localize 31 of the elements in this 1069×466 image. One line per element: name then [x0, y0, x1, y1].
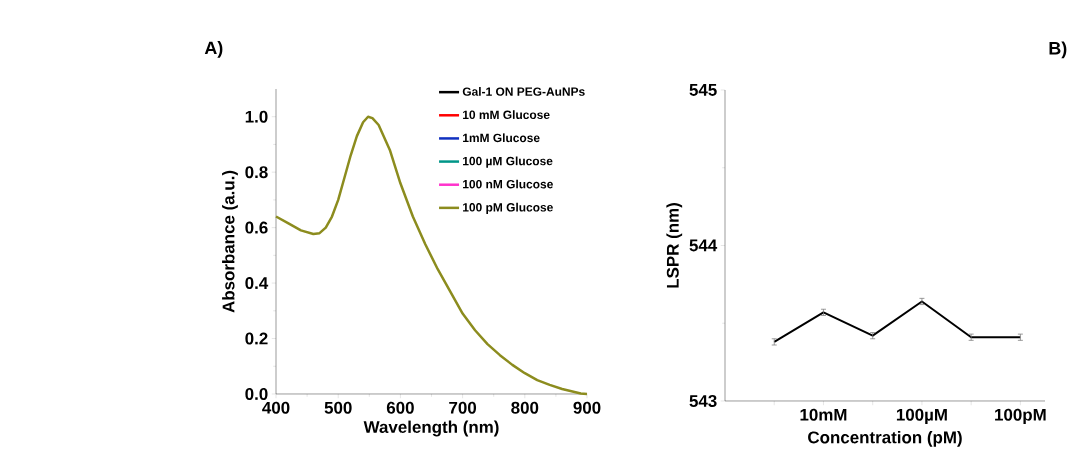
y-tick-label: 0.0 — [245, 387, 268, 400]
y-tick-label: 0.8 — [245, 166, 268, 179]
legend-label: 100 nM Glucose — [463, 179, 553, 189]
x-tick-label: 800 — [511, 401, 539, 414]
chart-title: A) — [204, 41, 223, 58]
x-tick-label: 10mM — [800, 408, 847, 421]
legend-label: 100 µM Glucose — [463, 156, 553, 168]
y-tick-label: 543 — [689, 394, 717, 407]
x-tick-label: 700 — [449, 401, 477, 414]
y-tick-label: 545 — [689, 84, 717, 96]
x-tick-label: 600 — [386, 401, 414, 414]
legend-label: 10 mM Glucose — [463, 110, 550, 119]
x-tick-label: 400 — [262, 401, 290, 414]
x-tick-label: 900 — [573, 401, 601, 414]
y-tick-label: 1.0 — [245, 110, 268, 123]
legend-label: 100 pM Glucose — [463, 202, 553, 214]
x-tick-label: 100pM — [995, 408, 1046, 425]
y-tick-label: 544 — [689, 239, 718, 252]
y-tick-label: 0.2 — [245, 332, 268, 345]
line-series — [773, 300, 1022, 343]
y-axis-title: Absorbance (a.u.) — [222, 170, 238, 313]
x-tick-label: 500 — [324, 401, 352, 414]
x-axis-title: Wavelength (nm) — [363, 420, 499, 437]
y-axis-title: LSPR (nm) — [666, 203, 683, 288]
y-tick-label: 0.4 — [245, 277, 269, 290]
legend-label: Gal-1 ON PEG-AuNPs — [462, 87, 585, 96]
chart-title: B) — [1049, 41, 1067, 59]
x-tick-label: 100µM — [896, 408, 947, 425]
y-tick-label: 0.6 — [245, 221, 268, 234]
legend-label: 1mM Glucose — [463, 133, 540, 143]
x-axis-title: Concentration (pM) — [808, 430, 962, 447]
